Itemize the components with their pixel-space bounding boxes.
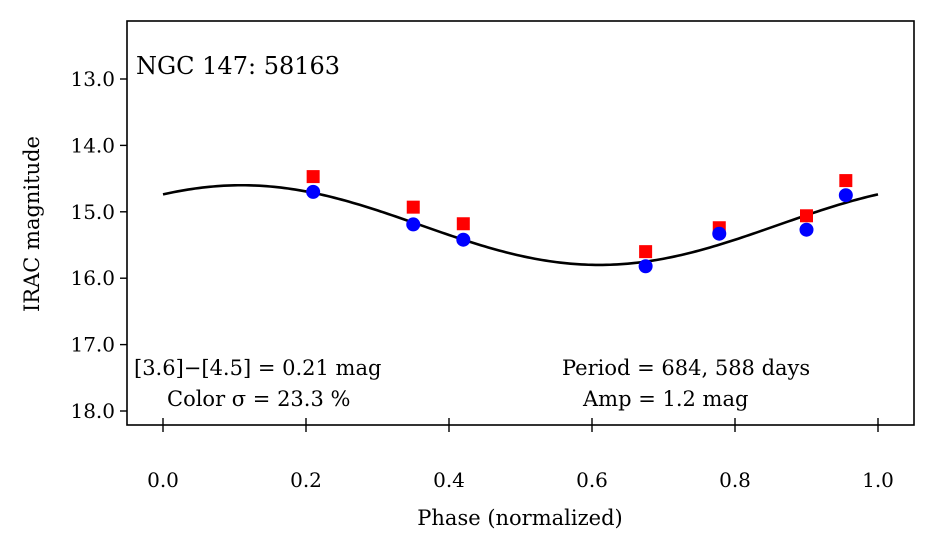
color-index-annotation: [3.6]−[4.5] = 0.21 mag [134,356,381,380]
series-3-6-points [306,185,853,273]
y-tick-label: 13.0 [70,67,115,91]
data-point-4-5 [839,174,852,187]
x-tick-label: 0.4 [433,468,465,492]
y-tick-label: 14.0 [70,133,115,157]
color-sigma-annotation: Color σ = 23.3 % [167,387,350,411]
light-curve-chart: 0.0 0.2 0.4 0.6 0.8 1.0 13.014.015.016.017.01… [0,0,936,552]
data-point-3-6 [839,188,853,202]
x-tick-label: 0.8 [719,468,751,492]
data-point-3-6 [456,233,470,247]
data-point-4-5 [800,209,813,222]
data-point-4-5 [639,245,652,258]
data-point-3-6 [800,223,814,237]
data-point-4-5 [407,201,420,214]
period-annotation: Period = 684, 588 days [562,356,810,380]
data-point-3-6 [639,259,653,273]
x-tick-label: 0.6 [576,468,608,492]
data-point-3-6 [712,227,726,241]
x-tick-label: 0.2 [290,468,322,492]
y-axis-label: IRAC magnitude [20,136,44,312]
fit-curve [163,185,878,265]
x-tick-label: 0.0 [147,468,179,492]
chart-title: NGC 147: 58163 [136,52,340,80]
y-tick-label: 18.0 [70,399,115,423]
x-tick-label: 1.0 [862,468,894,492]
amp-annotation: Amp = 1.2 mag [582,387,748,411]
y-axis: 13.0 14.0 15.0 16.0 17.0 18.0 [70,67,127,423]
data-point-4-5 [457,217,470,230]
data-point-3-6 [306,185,320,199]
data-point-3-6 [406,217,420,231]
y-tick-label: 17.0 [70,333,115,357]
x-axis-label: Phase (normalized) [417,506,622,530]
data-point-4-5 [307,170,320,183]
y-tick-label: 15.0 [70,200,115,224]
x-axis: 0.0 0.2 0.4 0.6 0.8 1.0 [147,418,894,492]
y-tick-label: 16.0 [70,266,115,290]
